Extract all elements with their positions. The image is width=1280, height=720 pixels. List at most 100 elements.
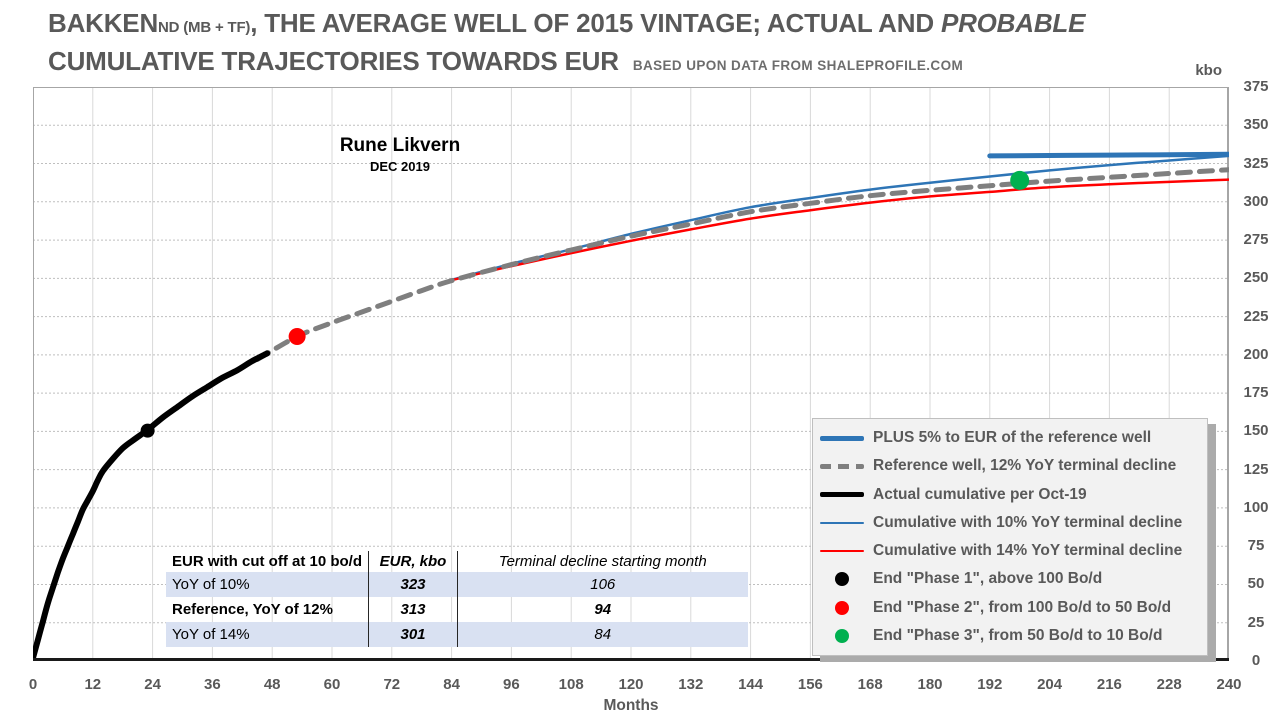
legend-label: Reference well, 12% YoY terminal decline	[873, 457, 1177, 475]
y-tick-label: 250	[1243, 269, 1269, 287]
legend-swatch-shape	[835, 600, 849, 615]
x-tick-label: 192	[977, 676, 1003, 693]
legend-label: End "Phase 2", from 100 Bo/d to 50 Bo/d	[873, 598, 1172, 616]
marker-end-phase-3-from-50-bo-d-to-10-bo-d	[1010, 170, 1030, 190]
x-tick-label: 24	[144, 676, 161, 693]
author-annotation: Rune Likvern DEC 2019	[300, 135, 500, 174]
series-line-cumulative-with-10-yoy-terminal-decline	[450, 154, 1229, 282]
legend-label: PLUS 5% to EUR of the reference well	[873, 429, 1152, 447]
table-cell: 84	[594, 626, 612, 643]
series-line-plus-5-to-eur-of-the-reference-well	[987, 151, 1229, 159]
y-tick-label: 50	[1247, 575, 1265, 593]
title-italic-word: PROBABLE	[940, 8, 1086, 38]
legend-swatch-shape	[820, 492, 864, 498]
y-tick-label: 25	[1247, 613, 1265, 631]
legend-line-swatch	[819, 492, 865, 498]
table-cell: Reference, YoY of 12%	[172, 601, 333, 618]
page-title-line2: CUMULATIVE TRAJECTORIES TOWARDS EUR BASED…	[48, 46, 963, 77]
annotation-date: DEC 2019	[370, 159, 430, 174]
x-tick-label: 204	[1037, 676, 1063, 693]
legend-label: Cumulative with 10% YoY terminal decline	[873, 513, 1183, 531]
legend-box: PLUS 5% to EUR of the reference well Refe…	[812, 418, 1208, 656]
series-line-cumulative-with-14-yoy-terminal-decline	[445, 178, 1229, 283]
table-body: YoY of 10% 323 106 Reference, YoY of 12% 313…	[166, 572, 748, 647]
table-row-yoy-of-14: YoY of 14% 301 84	[166, 622, 748, 647]
table-cell: 323	[368, 572, 458, 597]
legend-item-end-phase-1-above-100-bo-d: End "Phase 1", above 100 Bo/d	[819, 566, 1203, 592]
legend-item-cumulative-with-10-yoy-terminal-decline: Cumulative with 10% YoY terminal decline	[819, 510, 1203, 536]
table-cell: YoY of 14%	[172, 626, 250, 643]
y-tick-label: 150	[1243, 422, 1269, 440]
eur-table: EUR with cut off at 10 bo/d EUR, kbo Termi…	[166, 551, 748, 647]
legend-swatch-shape	[820, 435, 864, 441]
y-tick-label: 175	[1243, 384, 1269, 402]
y-tick-label: 350	[1243, 116, 1269, 134]
legend-label: Actual cumulative per Oct-19	[873, 485, 1087, 503]
title-prefix: BAKKEN	[48, 8, 159, 38]
legend-item-actual-cumulative-per-oct-19: Actual cumulative per Oct-19	[819, 482, 1203, 508]
table-header-row: EUR with cut off at 10 bo/d EUR, kbo Termi…	[166, 551, 748, 572]
legend-line-swatch	[819, 463, 865, 469]
annotation-author: Rune Likvern	[339, 135, 461, 156]
marker-end-phase-2-from-100-bo-d-to-50-bo-d	[288, 327, 306, 345]
legend-item-cumulative-with-14-yoy-terminal-decline: Cumulative with 14% YoY terminal decline	[819, 538, 1203, 564]
title-line2-text: CUMULATIVE TRAJECTORIES TOWARDS EUR	[48, 46, 619, 76]
legend-swatch-shape	[820, 549, 864, 553]
legend-line-swatch	[819, 435, 865, 441]
legend-label: End "Phase 1", above 100 Bo/d	[873, 570, 1103, 588]
x-tick-label: 216	[1096, 676, 1122, 693]
x-tick-label: 72	[383, 676, 401, 693]
x-tick-label: 48	[263, 676, 281, 693]
x-tick-label: 228	[1156, 676, 1182, 693]
y-tick-label: 275	[1243, 231, 1269, 249]
title-subscript: ND (MB + TF)	[158, 19, 251, 36]
legend-swatch-shape	[835, 628, 849, 643]
x-tick-label: 120	[618, 676, 644, 693]
legend-line-swatch	[819, 521, 865, 525]
table-row-yoy-of-10: YoY of 10% 323 106	[166, 572, 748, 597]
marker-end-phase-1-above-100-bo-d	[140, 423, 155, 438]
y-tick-label: 0	[1251, 652, 1261, 669]
table-header-cell: Terminal decline starting month	[498, 553, 707, 570]
table-cell: YoY of 10%	[172, 576, 250, 593]
x-tick-label: 84	[443, 676, 460, 693]
x-tick-label: 132	[678, 676, 704, 693]
y-tick-label: 125	[1243, 460, 1269, 478]
x-tick-label: 36	[204, 676, 221, 693]
table-header-cell: EUR with cut off at 10 bo/d	[172, 553, 362, 570]
table-cell: 301	[368, 622, 458, 647]
legend-item-reference-well-12-yoy-terminal-decline: Reference well, 12% YoY terminal decline	[819, 453, 1203, 479]
table-row-reference-yoy-of-12: Reference, YoY of 12% 313 94	[166, 597, 748, 622]
page-title: BAKKENND (MB + TF), THE AVERAGE WELL OF …	[48, 8, 1085, 39]
y-tick-label: 375	[1243, 78, 1269, 95]
legend-label: Cumulative with 14% YoY terminal decline	[873, 542, 1183, 560]
legend-line-swatch	[819, 549, 865, 553]
y-tick-label: 325	[1243, 154, 1269, 172]
x-axis-title: Months	[603, 697, 659, 714]
y-tick-label: 225	[1243, 307, 1269, 325]
y-axis-unit-label: kbo	[1195, 62, 1222, 79]
x-tick-label: 144	[738, 676, 764, 693]
x-tick-label: 168	[857, 676, 883, 693]
legend-swatch-shape	[835, 572, 849, 587]
legend-swatch-shape	[820, 521, 864, 525]
x-tick-label: 96	[503, 676, 520, 693]
y-tick-label: 300	[1243, 192, 1269, 210]
y-tick-label: 75	[1247, 537, 1265, 555]
x-tick-label: 12	[84, 676, 102, 693]
table-cell: 106	[590, 576, 616, 593]
legend-label: End "Phase 3", from 50 Bo/d to 10 Bo/d	[873, 626, 1163, 644]
x-tick-label: 180	[917, 676, 943, 693]
legend-item-end-phase-3-from-50-bo-d-to-10-bo-d: End "Phase 3", from 50 Bo/d to 10 Bo/d	[819, 623, 1203, 649]
legend-item-end-phase-2-from-100-bo-d-to-50-bo-d: End "Phase 2", from 100 Bo/d to 50 Bo/d	[819, 595, 1203, 621]
legend-item-plus-5-to-eur-of-the-reference-well: PLUS 5% to EUR of the reference well	[819, 425, 1203, 451]
table-header-row: EUR with cut off at 10 bo/d EUR, kbo Termi…	[166, 551, 748, 572]
y-tick-label: 200	[1243, 345, 1269, 363]
legend-dot-swatch	[819, 600, 865, 615]
table-cell: 94	[594, 601, 612, 618]
legend-dot-swatch	[819, 572, 865, 587]
legend-dot-swatch	[819, 628, 865, 643]
x-tick-label: 240	[1216, 676, 1242, 693]
x-tick-label: 108	[558, 676, 584, 693]
